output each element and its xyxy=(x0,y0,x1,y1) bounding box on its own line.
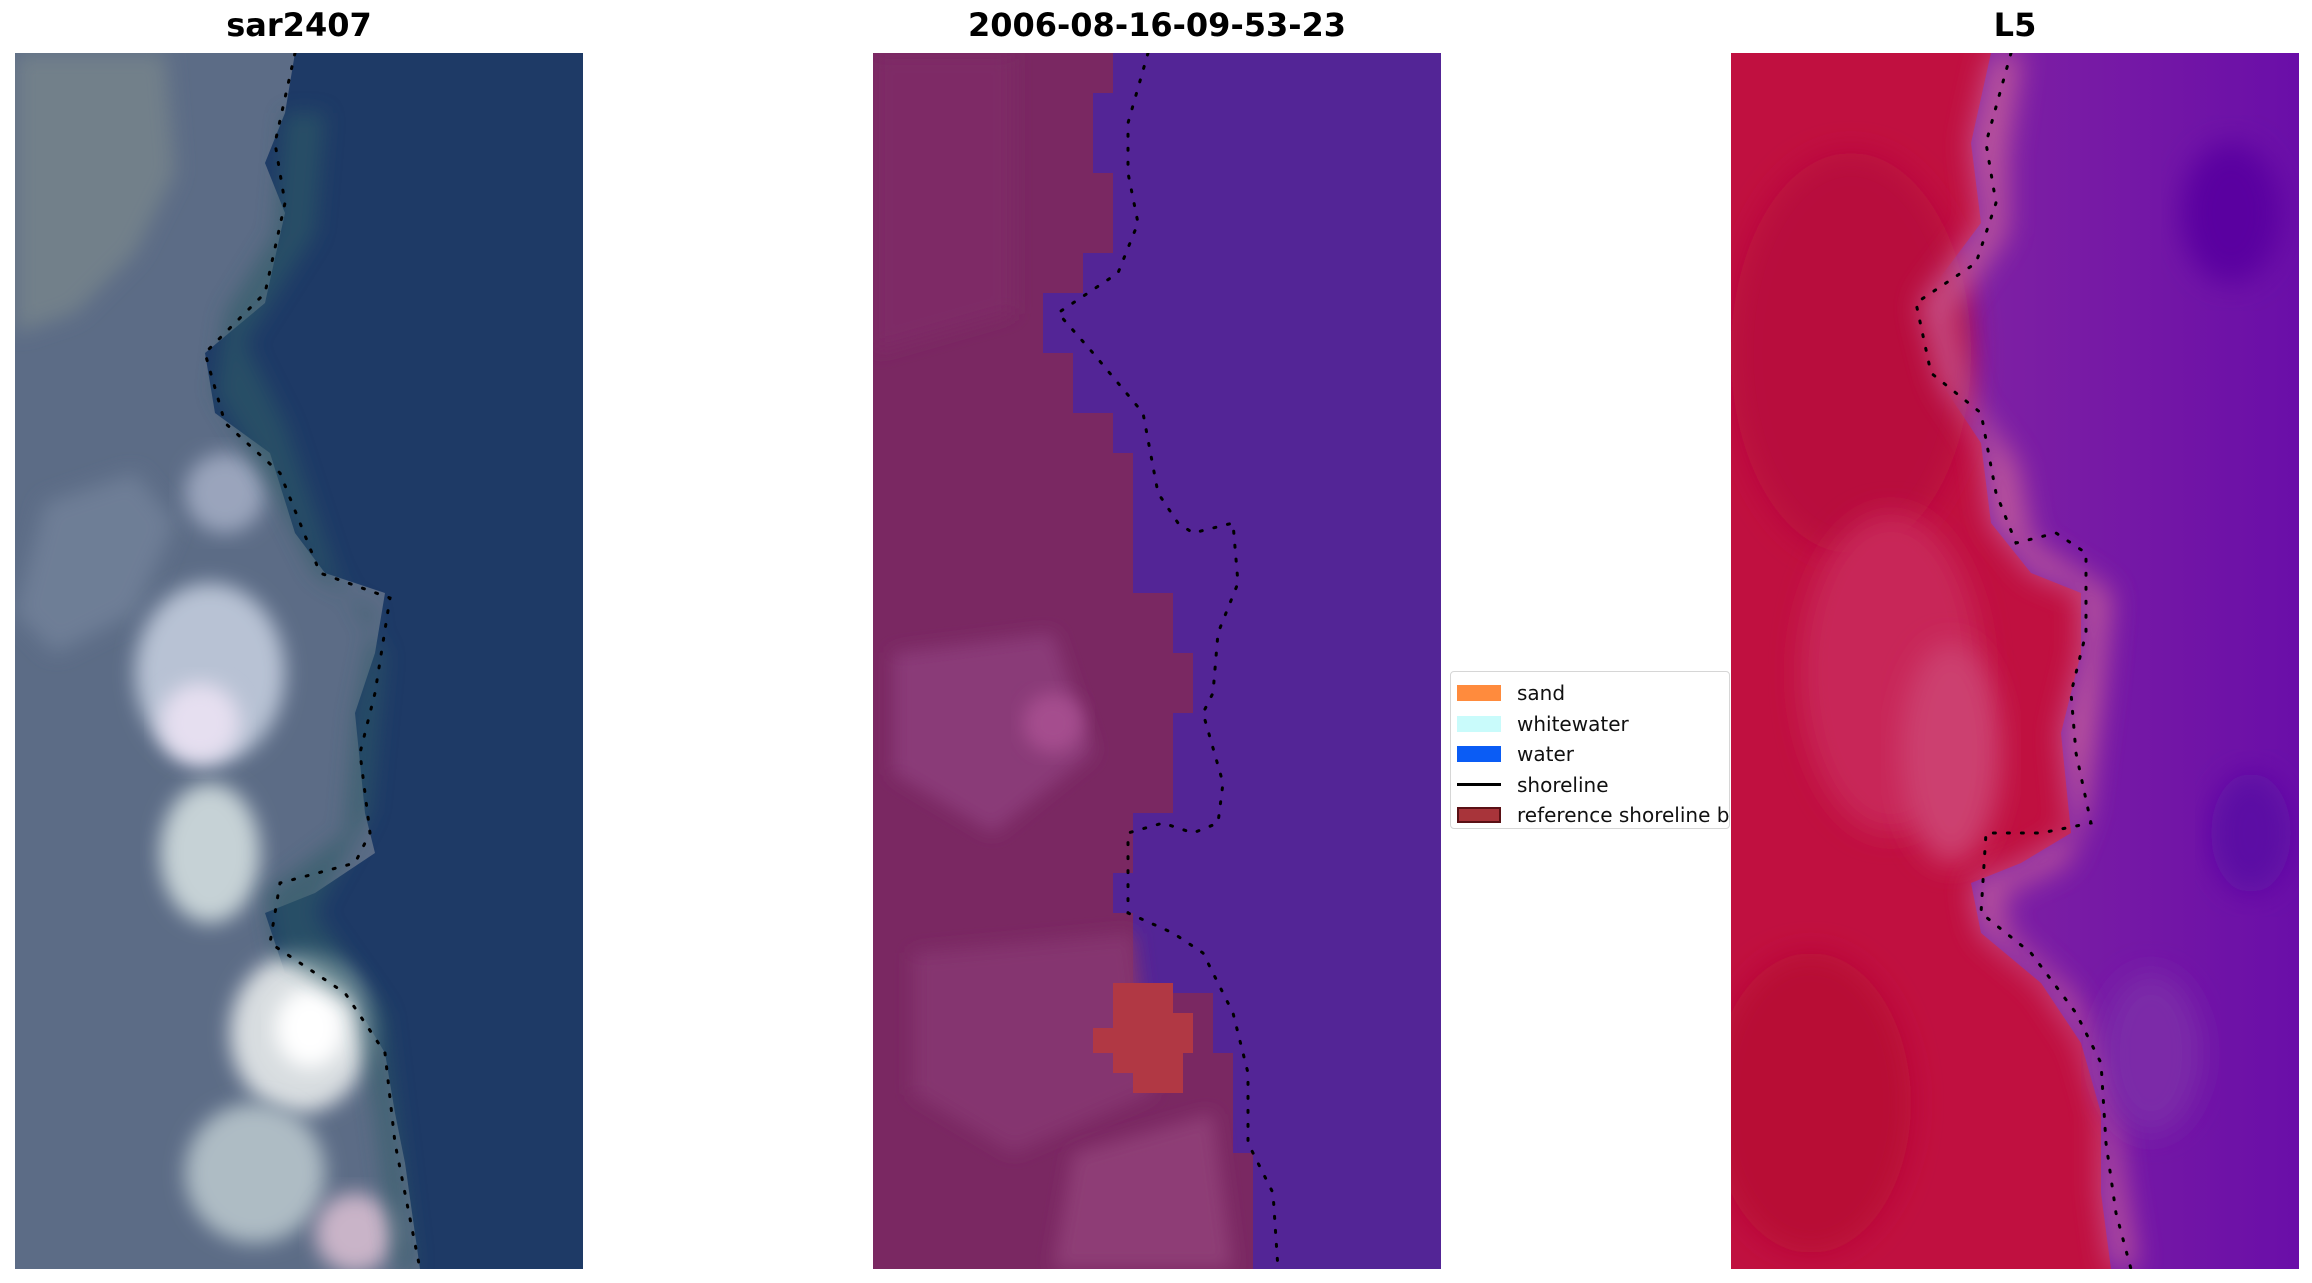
reference-buffer-swatch xyxy=(1457,807,1501,824)
whitewater-swatch xyxy=(1457,715,1501,732)
rgb-image-panel xyxy=(15,53,583,1269)
panel-title-rgb: sar2407 xyxy=(226,6,372,44)
index-image xyxy=(1731,53,2299,1269)
legend-label: shoreline xyxy=(1517,772,1609,797)
legend: sand whitewater water shoreline referenc… xyxy=(1450,671,1730,829)
water-swatch xyxy=(1457,746,1501,763)
legend-label: sand xyxy=(1517,681,1566,706)
legend-item-reference-buffer: reference shoreline buffer xyxy=(1457,800,1730,828)
rgb-image xyxy=(15,53,583,1269)
classification-image xyxy=(873,53,1441,1269)
legend-item-water: water xyxy=(1457,739,1729,770)
legend-item-shoreline: shoreline xyxy=(1457,770,1729,801)
legend-label: water xyxy=(1517,742,1574,767)
panel-title-classification: 2006-08-16-09-53-23 xyxy=(967,6,1347,44)
legend-item-whitewater: whitewater xyxy=(1457,709,1729,740)
sand-swatch xyxy=(1457,685,1501,702)
legend-item-sand: sand xyxy=(1457,678,1729,709)
legend-label: reference shoreline buffer xyxy=(1517,803,1730,828)
panel-title-index: L5 xyxy=(1993,6,2037,44)
shoreline-line-swatch xyxy=(1457,783,1501,787)
legend-label: whitewater xyxy=(1517,711,1629,736)
index-image-panel xyxy=(1731,53,2299,1269)
classification-image-panel xyxy=(873,53,1441,1269)
